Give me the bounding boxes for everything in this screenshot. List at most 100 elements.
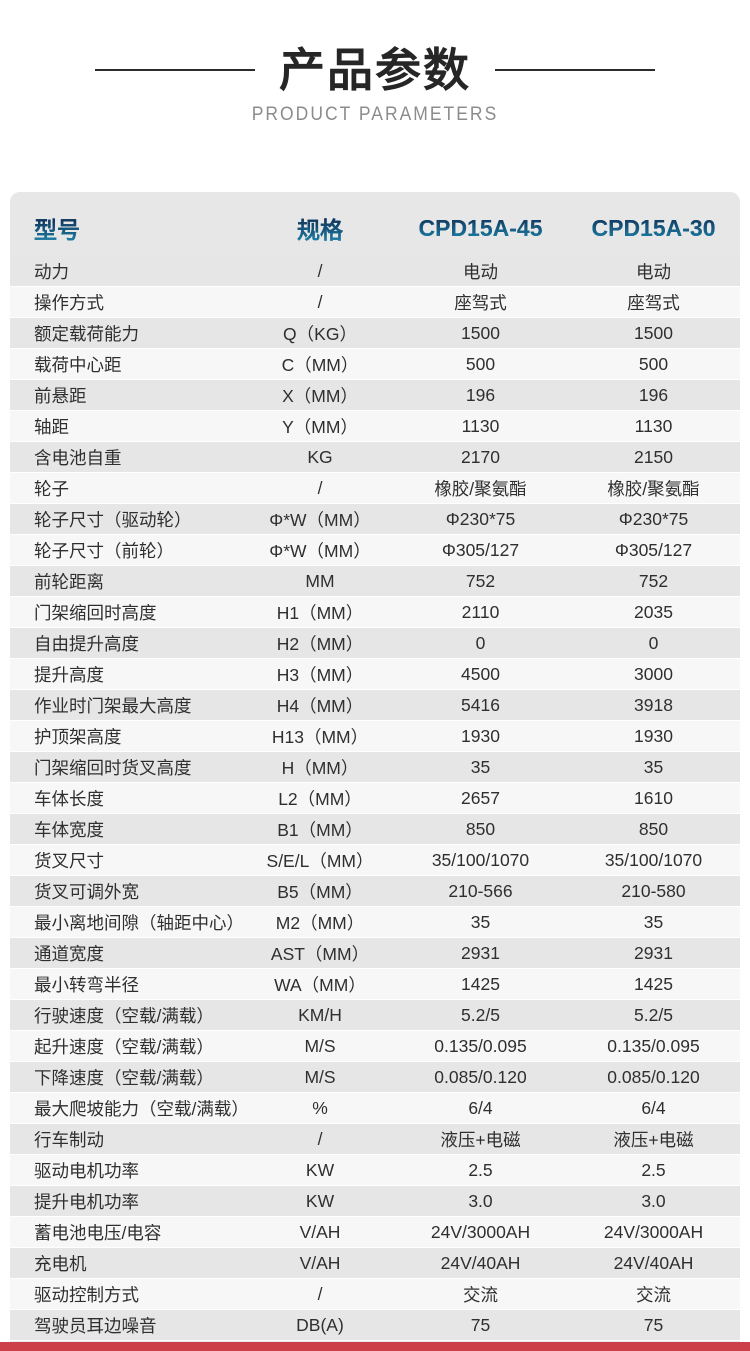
row-value-cpd15a-30: 1425 [567,968,740,1000]
table-row: 货叉可调外宽 B5（MM） 210-566 210-580 [10,875,740,907]
row-value-cpd15a-45: 24V/3000AH [394,1216,567,1248]
row-value-cpd15a-30: 1930 [567,720,740,752]
row-spec: MM [246,565,394,597]
row-spec: Q（KG） [246,317,394,349]
row-value-cpd15a-30: 35/100/1070 [567,844,740,876]
row-value-cpd15a-30: 座驾式 [567,286,740,318]
column-header-model-label: 型号 [34,217,80,243]
row-value-cpd15a-45: 35 [394,751,567,783]
row-value-cpd15a-30: 35 [567,906,740,938]
table-row: 行驶速度（空载/满载） KM/H 5.2/5 5.2/5 [10,999,740,1031]
row-spec: V/AH [246,1247,394,1279]
row-spec: H3（MM） [246,658,394,690]
row-label: 货叉尺寸 [10,844,246,876]
table-row: 门架缩回时货叉高度 H（MM） 35 35 [10,751,740,783]
row-spec: V/AH [246,1216,394,1248]
row-spec: H（MM） [246,751,394,783]
row-value-cpd15a-30: 1500 [567,317,740,349]
row-label: 充电机 [10,1247,246,1279]
table-row: 驱动控制方式 / 交流 交流 [10,1278,740,1310]
row-spec: B5（MM） [246,875,394,907]
row-label: 轮子尺寸（前轮） [10,534,246,566]
column-header-cpd15a-30: CPD15A-30 [567,200,740,256]
row-value-cpd15a-45: 850 [394,813,567,845]
row-label: 前悬距 [10,379,246,411]
row-label: 载荷中心距 [10,348,246,380]
row-spec: Y（MM） [246,410,394,442]
row-label: 下降速度（空载/满载） [10,1061,246,1093]
row-spec: L2（MM） [246,782,394,814]
row-value-cpd15a-45: 24V/40AH [394,1247,567,1279]
row-spec: S/E/L（MM） [246,844,394,876]
row-value-cpd15a-45: Φ305/127 [394,534,567,566]
row-value-cpd15a-30: 交流 [567,1278,740,1310]
row-spec: Φ*W（MM） [246,534,394,566]
row-value-cpd15a-30: 75 [567,1309,740,1341]
row-value-cpd15a-45: 1930 [394,720,567,752]
row-label: 护顶架高度 [10,720,246,752]
table-row: 车体长度 L2（MM） 2657 1610 [10,782,740,814]
row-spec: H13（MM） [246,720,394,752]
row-spec: AST（MM） [246,937,394,969]
title-row: 产品参数 [0,46,750,94]
row-value-cpd15a-30: 3000 [567,658,740,690]
table-row: 提升高度 H3（MM） 4500 3000 [10,658,740,690]
table-row: 载荷中心距 C（MM） 500 500 [10,348,740,380]
column-header-spec: 规格 [246,200,394,256]
row-value-cpd15a-30: Φ305/127 [567,534,740,566]
row-spec: M/S [246,1030,394,1062]
table-head: 型号 规格 CPD15A-45 CPD15A-30 [10,200,740,256]
table-row: 驱动电机功率 KW 2.5 2.5 [10,1154,740,1186]
table-row: 含电池自重 KG 2170 2150 [10,441,740,473]
row-label: 前轮距离 [10,565,246,597]
table-row: 动力 / 电动 电动 [10,256,740,287]
row-label: 最大爬坡能力（空载/满载） [10,1092,249,1124]
table-row: 最小离地间隙（轴距中心） M2（MM） 35 35 [10,906,740,938]
row-value-cpd15a-30: 0 [567,627,740,659]
table-row: 最小转弯半径 WA（MM） 1425 1425 [10,968,740,1000]
row-spec: B1（MM） [246,813,394,845]
row-value-cpd15a-30: 1610 [567,782,740,814]
table-row: 车体宽度 B1（MM） 850 850 [10,813,740,845]
table-row: 提升电机功率 KW 3.0 3.0 [10,1185,740,1217]
row-spec: M2（MM） [246,906,394,938]
table-row: 操作方式 / 座驾式 座驾式 [10,286,740,318]
row-value-cpd15a-45: 210-566 [394,875,567,907]
bottom-accent-bar [0,1342,750,1351]
row-value-cpd15a-45: 橡胶/聚氨酯 [394,472,567,504]
row-value-cpd15a-45: 2.5 [394,1154,567,1186]
row-value-cpd15a-45: 电动 [394,256,567,287]
row-value-cpd15a-30: Φ230*75 [567,503,740,535]
parameters-table-container: 型号 规格 CPD15A-45 CPD15A-30 动力 / 电动 电动 操作方式 / 座驾… [10,192,740,1351]
row-label: 通道宽度 [10,937,246,969]
row-value-cpd15a-30: 电动 [567,256,740,287]
row-label: 提升高度 [10,658,246,690]
row-value-cpd15a-45: 交流 [394,1278,567,1310]
row-value-cpd15a-30: 橡胶/聚氨酯 [567,472,740,504]
row-value-cpd15a-30: 850 [567,813,740,845]
row-label: 货叉可调外宽 [10,875,246,907]
table-row: 前悬距 X（MM） 196 196 [10,379,740,411]
row-value-cpd15a-45: 4500 [394,658,567,690]
row-value-cpd15a-30: 2035 [567,596,740,628]
table-row: 行车制动 / 液压+电磁 液压+电磁 [10,1123,740,1155]
row-spec: H2（MM） [246,627,394,659]
row-value-cpd15a-45: 35/100/1070 [394,844,567,876]
row-label: 操作方式 [10,286,246,318]
row-value-cpd15a-30: 2150 [567,441,740,473]
row-value-cpd15a-30: 35 [567,751,740,783]
row-label: 轮子 [10,472,246,504]
column-header-cpd15a-45: CPD15A-45 [394,200,567,256]
row-spec: C（MM） [246,348,394,380]
row-value-cpd15a-45: 3.0 [394,1185,567,1217]
row-value-cpd15a-30: 24V/40AH [567,1247,740,1279]
row-label: 轮子尺寸（驱动轮） [10,503,246,535]
row-value-cpd15a-30: 1130 [567,410,740,442]
table-row: 最大爬坡能力（空载/满载）% 6/4 6/4 [10,1092,740,1124]
table-body: 动力 / 电动 电动 操作方式 / 座驾式 座驾式 额定载荷能力 Q（KG） 1500 1500 载荷中… [10,256,740,1341]
row-value-cpd15a-45: 2657 [394,782,567,814]
table-row: 通道宽度 AST（MM） 2931 2931 [10,937,740,969]
row-label: 驾驶员耳边噪音 [10,1309,246,1341]
row-value-cpd15a-30: 196 [567,379,740,411]
row-spec: / [246,1123,394,1155]
